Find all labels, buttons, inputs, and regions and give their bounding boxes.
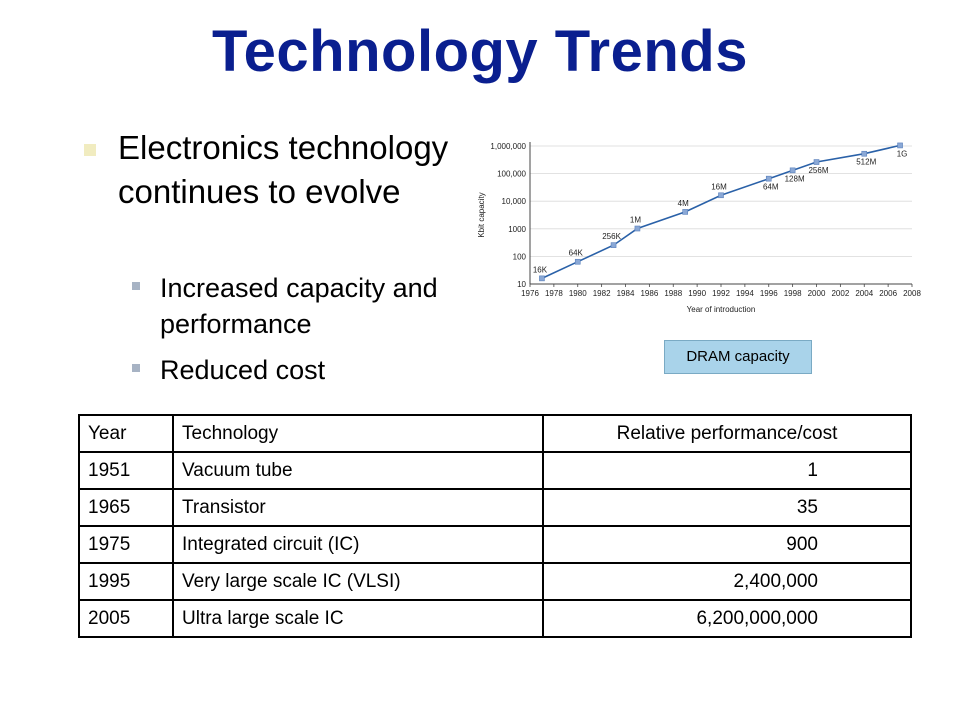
cell-technology: Integrated circuit (IC) [172, 525, 544, 564]
data-point-label: 64M [763, 183, 779, 192]
cell-performance: 900 [542, 525, 912, 564]
x-tick-label: 1980 [569, 289, 587, 298]
data-point-label: 4M [678, 199, 689, 208]
table-row: 1951 Vacuum tube 1 [78, 451, 912, 490]
table-row: 1995 Very large scale IC (VLSI) 2,400,00… [78, 562, 912, 601]
x-tick-label: 2000 [808, 289, 826, 298]
technology-table: Year Technology Relative performance/cos… [78, 414, 912, 638]
cell-year: 1995 [78, 562, 174, 601]
data-point-label: 16K [533, 265, 548, 274]
data-point-label: 128M [785, 174, 805, 183]
dram-capacity-chart: 10 100 1000 10,000 100,000 1,000,000 1976 1978 1… [477, 142, 921, 314]
bullet-square-icon [132, 282, 140, 290]
data-point [634, 225, 641, 232]
x-tick-label: 2004 [855, 289, 873, 298]
dram-capacity-badge: DRAM capacity [664, 340, 812, 374]
y-tick-label: 1000 [508, 225, 526, 234]
table-row: 1965 Transistor 35 [78, 488, 912, 527]
y-tick-label: 100 [513, 252, 527, 261]
cell-year: 1965 [78, 488, 174, 527]
data-point [861, 150, 868, 157]
data-point-label: 64K [569, 249, 584, 258]
cell-technology: Very large scale IC (VLSI) [172, 562, 544, 601]
cell-performance: 6,200,000,000 [542, 599, 912, 638]
data-point-label: 512M [856, 158, 876, 167]
data-point [718, 192, 724, 199]
table-header-row: Year Technology Relative performance/cos… [78, 414, 912, 453]
data-point [765, 175, 772, 182]
y-tick-label: 100,000 [497, 170, 526, 179]
x-tick-label: 1990 [688, 289, 706, 298]
x-tick-label: 2002 [831, 289, 849, 298]
y-tick-label: 1,000,000 [490, 142, 526, 151]
slide-title: Technology Trends [212, 19, 748, 84]
x-tick-label: 2008 [903, 289, 921, 298]
header-year: Year [78, 414, 174, 453]
cell-technology: Vacuum tube [172, 451, 544, 490]
table-row: 1975 Integrated circuit (IC) 900 [78, 525, 912, 564]
data-point-label: 256M [808, 166, 828, 175]
y-axis-title: Kbit capacity [477, 192, 486, 237]
cell-year: 1975 [78, 525, 174, 564]
bullet-main-text: Electronics technology continues to evol… [118, 129, 449, 210]
table-row: 2005 Ultra large scale IC 6,200,000,000 [78, 599, 912, 638]
bullet-sub-text: Reduced cost [160, 355, 326, 385]
data-point [813, 159, 820, 165]
cell-performance: 2,400,000 [542, 562, 912, 601]
x-tick-label: 1976 [521, 289, 539, 298]
data-point-label: 1M [630, 216, 641, 225]
cell-technology: Ultra large scale IC [172, 599, 544, 638]
x-tick-label: 1986 [640, 289, 658, 298]
data-point-label: 1G [897, 149, 908, 158]
x-tick-label: 1988 [664, 289, 682, 298]
data-point-label: 256K [602, 232, 621, 241]
cell-year: 2005 [78, 599, 174, 638]
x-axis-title: Year of introduction [687, 305, 756, 314]
cell-performance: 1 [542, 451, 912, 490]
x-tick-label: 1982 [593, 289, 611, 298]
data-point-label: 16M [711, 182, 727, 191]
bullet-square-icon [84, 144, 96, 156]
x-tick-label: 1996 [760, 289, 778, 298]
cell-performance: 35 [542, 488, 912, 527]
cell-technology: Transistor [172, 488, 544, 527]
data-point [574, 258, 581, 265]
x-tick-label: 1998 [784, 289, 802, 298]
data-point [610, 242, 617, 248]
y-tick-label: 10 [517, 280, 526, 289]
header-technology: Technology [172, 414, 544, 453]
bullet-square-icon [132, 364, 140, 372]
x-tick-label: 1978 [545, 289, 563, 298]
x-tick-label: 1994 [736, 289, 754, 298]
x-tick-label: 2006 [879, 289, 897, 298]
bullet-sub-text: Increased capacity and performance [160, 273, 438, 339]
data-point [539, 275, 545, 282]
capacity-line [541, 144, 901, 280]
y-tick-label: 10,000 [502, 197, 527, 206]
data-point [789, 167, 796, 174]
cell-year: 1951 [78, 451, 174, 490]
header-performance: Relative performance/cost [542, 414, 912, 453]
data-point [682, 209, 688, 215]
x-tick-label: 1984 [617, 289, 635, 298]
x-tick-label: 1992 [712, 289, 730, 298]
data-point [897, 142, 903, 149]
